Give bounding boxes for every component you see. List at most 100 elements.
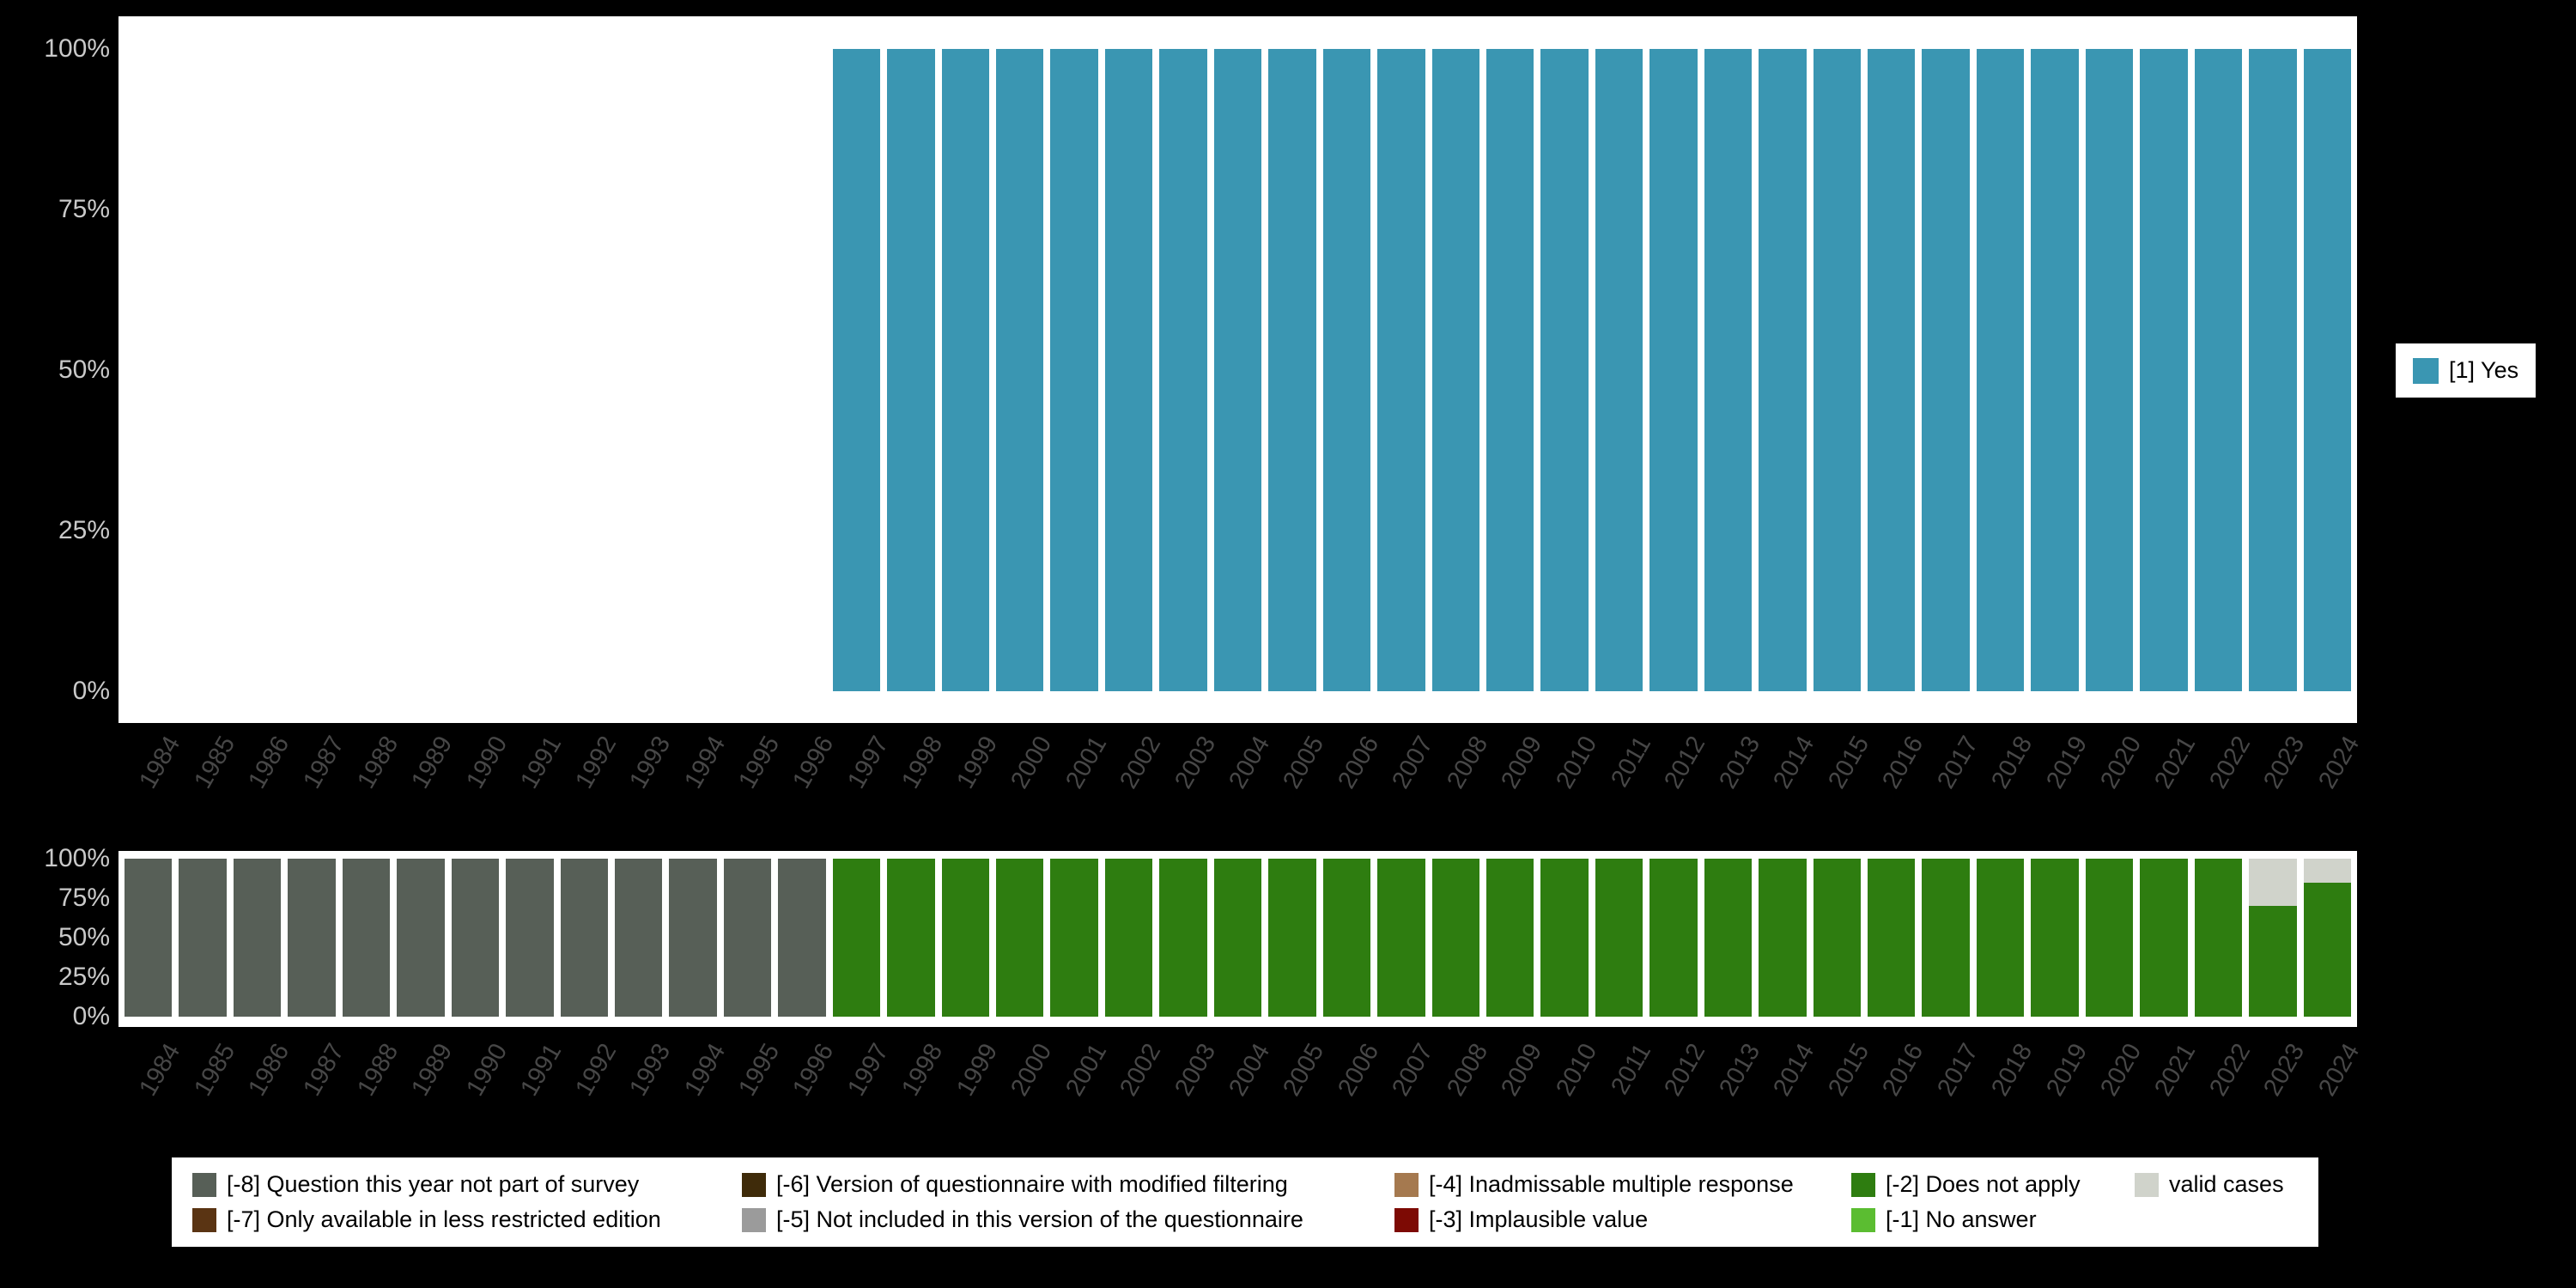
bar-2011	[1595, 49, 1643, 691]
x-tick: 1997	[833, 1039, 894, 1152]
bar-segment	[1431, 49, 1479, 691]
legend-item	[2135, 1206, 2298, 1233]
bar-2020	[2085, 49, 2134, 691]
x-tick: 1993	[615, 732, 676, 845]
x-tick: 1987	[288, 732, 349, 845]
legend-item: [-6] Version of questionnaire with modif…	[742, 1171, 1394, 1198]
bar-segment	[1431, 859, 1479, 1017]
y-tick-label: 50%	[58, 355, 110, 384]
bar-2004	[1213, 859, 1262, 1017]
bar-2003	[1159, 49, 1207, 691]
bar-segment	[1322, 859, 1371, 1017]
bar-2021	[2140, 859, 2188, 1017]
y-tick-label: 100%	[44, 34, 110, 63]
missing-values-chart-x-axis: 1984 1985 1986 1987 1988 1989 1990 1991 1992 1993…	[125, 1039, 2364, 1152]
x-tick: 2008	[1432, 1039, 1493, 1152]
bar-2010	[1540, 859, 1589, 1017]
x-tick: 1996	[778, 732, 840, 845]
bar-2017	[1922, 859, 1970, 1017]
legend-item: [-7] Only available in less restricted e…	[192, 1206, 742, 1233]
bar-segment	[1213, 49, 1262, 691]
legend-swatch	[2135, 1172, 2159, 1197]
bar-2002	[1104, 859, 1153, 1017]
bar-segment	[996, 49, 1044, 691]
x-tick: 2005	[1268, 732, 1330, 845]
bar-1984	[125, 859, 173, 1017]
bar-1985	[179, 859, 227, 1017]
bar-2005	[1268, 859, 1316, 1017]
x-tick: 1987	[288, 1039, 349, 1152]
legend-swatch	[1851, 1172, 1875, 1197]
bar-2023	[2249, 49, 2297, 691]
legend-label: [-3] Implausible value	[1429, 1206, 1649, 1232]
bar-segment	[1268, 859, 1316, 1017]
x-tick: 2003	[1159, 1039, 1221, 1152]
bar-segment	[778, 859, 826, 1017]
y-tick-label: 0%	[72, 1002, 110, 1030]
legend-item: [-5] Not included in this version of the…	[742, 1206, 1394, 1233]
bar-segment	[1213, 859, 1262, 1017]
x-tick-label: 2024	[2312, 732, 2365, 793]
legend-item: [-3] Implausible value	[1394, 1206, 1851, 1233]
x-tick: 2004	[1214, 732, 1275, 845]
presence-chart-bars	[125, 49, 2351, 691]
bar-2007	[1377, 49, 1425, 691]
bar-2003	[1159, 859, 1207, 1017]
legend-swatch	[1394, 1172, 1419, 1197]
bar-segment	[1268, 49, 1316, 691]
bar-segment	[451, 859, 500, 1017]
bar-segment	[2031, 49, 2079, 691]
bar-segment	[1595, 859, 1643, 1017]
bar-segment	[1759, 49, 1807, 691]
legend-label: [1] Yes	[2449, 357, 2519, 383]
bar-1995	[723, 859, 772, 1017]
bar-segment	[1540, 859, 1589, 1017]
bar-1987	[288, 859, 336, 1017]
bar-segment	[1540, 49, 1589, 691]
x-tick: 2011	[1595, 1039, 1656, 1152]
x-tick: 2007	[1377, 732, 1439, 845]
bar-1993	[614, 859, 663, 1017]
y-tick-label: 25%	[58, 963, 110, 991]
bar-2012	[1649, 49, 1698, 691]
bar-segment	[506, 859, 554, 1017]
legend-label: [-2] Does not apply	[1886, 1171, 2081, 1197]
bar-segment	[397, 859, 445, 1017]
bar-segment	[2085, 49, 2134, 691]
bar-2016	[1868, 859, 1916, 1017]
bar-2006	[1322, 49, 1371, 691]
bar-2000	[996, 49, 1044, 691]
legend-swatch	[1851, 1207, 1875, 1232]
x-tick: 2018	[1977, 1039, 2038, 1152]
bar-1991	[506, 859, 554, 1017]
legend-item: [-4] Inadmissable multiple response	[1394, 1171, 1851, 1198]
legend-item: [1] Yes	[2413, 357, 2518, 384]
missing-values-chart-bars	[125, 859, 2351, 1017]
bar-segment	[1322, 49, 1371, 691]
x-tick: 1992	[561, 732, 622, 845]
x-tick: 2009	[1486, 1039, 1547, 1152]
legend-label: [-4] Inadmissable multiple response	[1429, 1171, 1794, 1197]
bar-1999	[941, 859, 989, 1017]
x-tick: 2017	[1922, 732, 1984, 845]
x-tick: 2006	[1323, 1039, 1384, 1152]
x-tick: 2021	[2140, 1039, 2202, 1152]
x-tick: 1991	[506, 732, 568, 845]
bar-segment	[1159, 859, 1207, 1017]
bar-segment	[1868, 859, 1916, 1017]
bar-1989	[397, 859, 445, 1017]
bar-segment	[1868, 49, 1916, 691]
bar-1990	[452, 49, 499, 691]
bar-2008	[1431, 49, 1479, 691]
bar-2015	[1813, 859, 1861, 1017]
x-tick: 2013	[1704, 732, 1765, 845]
bar-segment	[941, 49, 989, 691]
x-tick: 2001	[1050, 732, 1112, 845]
x-tick: 1994	[669, 732, 731, 845]
legend-label: [-5] Not included in this version of the…	[776, 1206, 1303, 1232]
x-tick: 2002	[1105, 1039, 1166, 1152]
x-tick: 2010	[1540, 1039, 1602, 1152]
bar-segment	[1159, 49, 1207, 691]
x-tick: 2019	[2031, 732, 2093, 845]
